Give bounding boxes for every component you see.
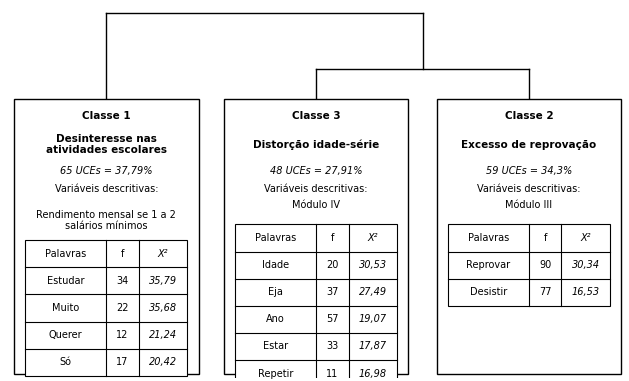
Text: Estudar: Estudar — [47, 276, 84, 286]
Text: 27,49: 27,49 — [359, 287, 387, 297]
Text: X²: X² — [158, 249, 169, 259]
Text: Reprovar: Reprovar — [466, 260, 511, 270]
Text: Variáveis descritivas:: Variáveis descritivas: — [477, 184, 581, 194]
Text: f: f — [331, 233, 334, 243]
Text: 22: 22 — [116, 303, 129, 313]
Text: 35,68: 35,68 — [149, 303, 177, 313]
Text: f: f — [121, 249, 124, 259]
Text: Desistir: Desistir — [470, 287, 507, 297]
Text: 30,34: 30,34 — [572, 260, 600, 270]
Text: 57: 57 — [326, 314, 338, 324]
Text: 37: 37 — [326, 287, 338, 297]
Text: 17: 17 — [116, 357, 129, 367]
FancyBboxPatch shape — [437, 99, 621, 375]
Text: 16,53: 16,53 — [572, 287, 600, 297]
Text: Módulo IV: Módulo IV — [292, 200, 340, 210]
FancyBboxPatch shape — [25, 240, 187, 376]
Text: Classe 3: Classe 3 — [292, 111, 340, 121]
Text: 20,42: 20,42 — [149, 357, 177, 367]
Text: 59 UCEs = 34,3%: 59 UCEs = 34,3% — [486, 166, 572, 176]
Text: 90: 90 — [539, 260, 552, 270]
Text: X²: X² — [367, 233, 378, 243]
Text: 33: 33 — [326, 341, 338, 352]
Text: X²: X² — [581, 233, 591, 243]
Text: 19,07: 19,07 — [359, 314, 387, 324]
Text: 21,24: 21,24 — [149, 330, 177, 340]
Text: Palavras: Palavras — [255, 233, 296, 243]
FancyBboxPatch shape — [448, 224, 610, 306]
Text: 34: 34 — [116, 276, 128, 286]
Text: 11: 11 — [326, 368, 338, 379]
Text: Rendimento mensal se 1 a 2
salários mínimos: Rendimento mensal se 1 a 2 salários míni… — [36, 210, 176, 231]
Text: Classe 1: Classe 1 — [82, 111, 131, 121]
FancyBboxPatch shape — [224, 99, 408, 375]
Text: Eja: Eja — [268, 287, 283, 297]
Text: 12: 12 — [116, 330, 129, 340]
Text: 77: 77 — [539, 287, 552, 297]
Text: 35,79: 35,79 — [149, 276, 177, 286]
Text: Estar: Estar — [263, 341, 288, 352]
Text: Classe 2: Classe 2 — [504, 111, 554, 121]
Text: Módulo III: Módulo III — [506, 200, 552, 210]
Text: Só: Só — [60, 357, 72, 367]
Text: Querer: Querer — [49, 330, 82, 340]
Text: Ano: Ano — [266, 314, 285, 324]
Text: Desinteresse nas
atividades escolares: Desinteresse nas atividades escolares — [46, 134, 167, 155]
Text: Idade: Idade — [262, 260, 289, 270]
Text: Palavras: Palavras — [468, 233, 509, 243]
Text: Muito: Muito — [52, 303, 79, 313]
Text: Distorção idade-série: Distorção idade-série — [253, 139, 379, 150]
FancyBboxPatch shape — [14, 99, 199, 375]
Text: 16,98: 16,98 — [359, 368, 387, 379]
Text: Variáveis descritivas:: Variáveis descritivas: — [264, 184, 368, 194]
Text: 65 UCEs = 37,79%: 65 UCEs = 37,79% — [60, 166, 152, 176]
Text: Palavras: Palavras — [45, 249, 86, 259]
Text: 48 UCEs = 27,91%: 48 UCEs = 27,91% — [270, 166, 362, 176]
Text: Repetir: Repetir — [258, 368, 293, 379]
Text: Excesso de reprovação: Excesso de reprovação — [461, 139, 596, 150]
Text: 20: 20 — [326, 260, 338, 270]
Text: 17,87: 17,87 — [359, 341, 387, 352]
Text: f: f — [543, 233, 547, 243]
Text: Variáveis descritivas:: Variáveis descritivas: — [55, 184, 158, 194]
FancyBboxPatch shape — [235, 224, 397, 381]
Text: 30,53: 30,53 — [359, 260, 387, 270]
